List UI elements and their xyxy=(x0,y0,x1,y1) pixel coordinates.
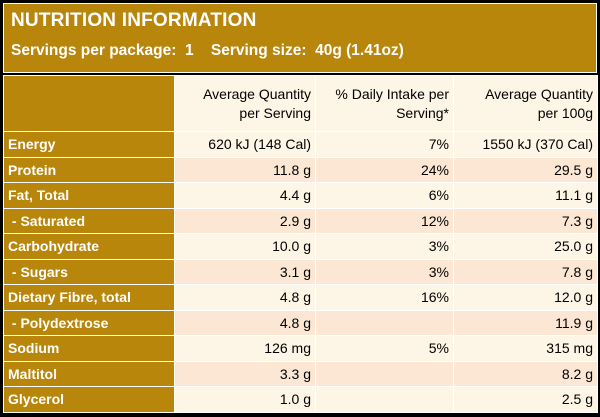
nutrition-panel: NUTRITION INFORMATION Servings per packa… xyxy=(3,3,598,414)
nutrition-title: NUTRITION INFORMATION xyxy=(11,10,257,31)
column-header-line1: Average Quantity xyxy=(203,85,311,102)
per-serving-value: 4.8 g xyxy=(174,284,316,311)
per-serving-value: 126 mg xyxy=(174,335,316,362)
per-100g-value: 2.5 g xyxy=(453,386,598,413)
per-100g-value: 1550 kJ (370 Cal) xyxy=(453,131,598,158)
column-header-line1: % Daily Intake per xyxy=(335,85,449,102)
column-header-line2: per 100g xyxy=(537,104,593,121)
per-serving-value: 2.9 g xyxy=(174,207,316,234)
column-header-line2: Serving* xyxy=(396,104,449,121)
per-serving-value: 1.0 g xyxy=(174,386,316,413)
daily-intake-value: 3% xyxy=(315,233,454,260)
per-100g-value: 25.0 g xyxy=(453,233,598,260)
daily-intake-value: 6% xyxy=(315,182,454,209)
nutrient-name: Sodium xyxy=(3,335,175,362)
per-serving-value: 11.8 g xyxy=(174,156,316,183)
nutrient-name: Maltitol xyxy=(3,360,175,387)
table-row: Dietary Fibre, total 4.8 g 16% 12.0 g xyxy=(3,284,598,311)
table-row: Carbohydrate 10.0 g 3% 25.0 g xyxy=(3,233,598,260)
table-row: Energy 620 kJ (148 Cal) 7% 1550 kJ (370 Cal… xyxy=(3,131,598,158)
per-serving-value: 10.0 g xyxy=(174,233,316,260)
column-header-daily-intake: % Daily Intake per Serving* xyxy=(315,75,454,132)
column-header-row: Average Quantity per Serving % Daily Int… xyxy=(3,75,598,132)
nutrition-header: NUTRITION INFORMATION Servings per packa… xyxy=(3,3,597,73)
table-row: - Saturated 2.9 g 12% 7.3 g xyxy=(3,207,598,234)
daily-intake-value xyxy=(315,360,454,387)
daily-intake-value xyxy=(315,309,454,336)
per-100g-value: 11.9 g xyxy=(453,309,598,336)
nutrient-name: Energy xyxy=(3,131,175,158)
nutrient-name: - Polydextrose xyxy=(3,309,175,336)
nutrient-name: Carbohydrate xyxy=(3,233,175,260)
nutrient-name: - Sugars xyxy=(3,258,175,285)
per-100g-value: 7.8 g xyxy=(453,258,598,285)
nutrient-name: Dietary Fibre, total xyxy=(3,284,175,311)
nutrient-name: - Saturated xyxy=(3,207,175,234)
nutrient-name: Fat, Total xyxy=(3,182,175,209)
daily-intake-value xyxy=(315,386,454,413)
table-row: Glycerol 1.0 g 2.5 g xyxy=(3,386,598,413)
column-header-line1: Average Quantity xyxy=(485,85,593,102)
column-header-line2: per Serving xyxy=(239,104,311,121)
per-100g-value: 8.2 g xyxy=(453,360,598,387)
per-serving-value: 3.1 g xyxy=(174,258,316,285)
column-header-per-serving: Average Quantity per Serving xyxy=(174,75,316,132)
table-row: Protein 11.8 g 24% 29.5 g xyxy=(3,156,598,183)
per-100g-value: 11.1 g xyxy=(453,182,598,209)
nutrient-name: Protein xyxy=(3,156,175,183)
per-100g-value: 7.3 g xyxy=(453,207,598,234)
servings-line: Servings per package: 1 Serving size: 40… xyxy=(11,42,404,59)
daily-intake-value: 5% xyxy=(315,335,454,362)
per-100g-value: 315 mg xyxy=(453,335,598,362)
table-row: Sodium 126 mg 5% 315 mg xyxy=(3,335,598,362)
daily-intake-value: 16% xyxy=(315,284,454,311)
daily-intake-value: 3% xyxy=(315,258,454,285)
per-serving-value: 4.8 g xyxy=(174,309,316,336)
per-100g-value: 12.0 g xyxy=(453,284,598,311)
nutrient-name: Glycerol xyxy=(3,386,175,413)
per-serving-value: 3.3 g xyxy=(174,360,316,387)
table-row: Maltitol 3.3 g 8.2 g xyxy=(3,360,598,387)
table-row: - Polydextrose 4.8 g 11.9 g xyxy=(3,309,598,336)
per-serving-value: 620 kJ (148 Cal) xyxy=(174,131,316,158)
daily-intake-value: 24% xyxy=(315,156,454,183)
table-row: Fat, Total 4.4 g 6% 11.1 g xyxy=(3,182,598,209)
nutrition-table: Average Quantity per Serving % Daily Int… xyxy=(3,75,598,413)
column-header-per-100g: Average Quantity per 100g xyxy=(453,75,598,132)
per-100g-value: 29.5 g xyxy=(453,156,598,183)
per-serving-value: 4.4 g xyxy=(174,182,316,209)
daily-intake-value: 7% xyxy=(315,131,454,158)
table-row: - Sugars 3.1 g 3% 7.8 g xyxy=(3,258,598,285)
column-header-blank xyxy=(3,75,175,132)
daily-intake-value: 12% xyxy=(315,207,454,234)
